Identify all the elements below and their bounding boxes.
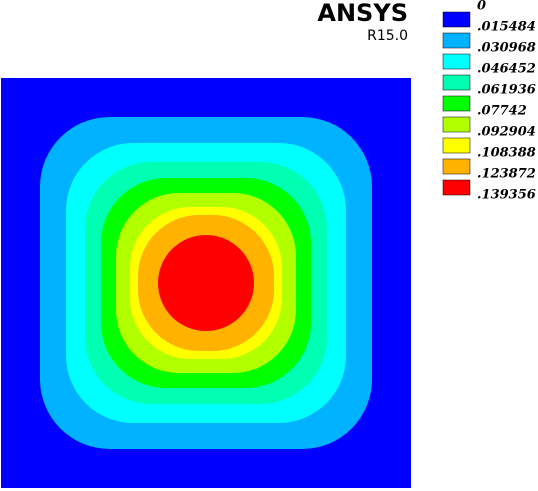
chart-subtitle: R15.0 [367,28,408,44]
legend-swatch [442,74,471,91]
legend-swatch [442,179,471,196]
legend-swatch [442,116,471,133]
legend-label: .139356 [477,188,536,203]
legend-swatch [442,137,471,154]
legend-swatch [442,53,471,70]
legend-swatch [442,11,471,28]
legend-label: .046452 [477,62,536,77]
legend-label: .061936 [477,83,536,98]
legend-label: .123872 [477,167,536,182]
legend-label: .092904 [477,125,536,140]
legend-swatch [442,158,471,175]
legend-swatch [442,32,471,49]
legend-label: .030968 [477,41,536,56]
contour-band [158,235,254,331]
chart-title: ANSYS [317,0,408,27]
legend-label: .015484 [477,20,536,35]
legend-label: .108388 [477,146,536,161]
legend-swatch [442,95,471,112]
legend-label: .07742 [477,104,527,119]
legend-label: 0 [477,0,486,14]
